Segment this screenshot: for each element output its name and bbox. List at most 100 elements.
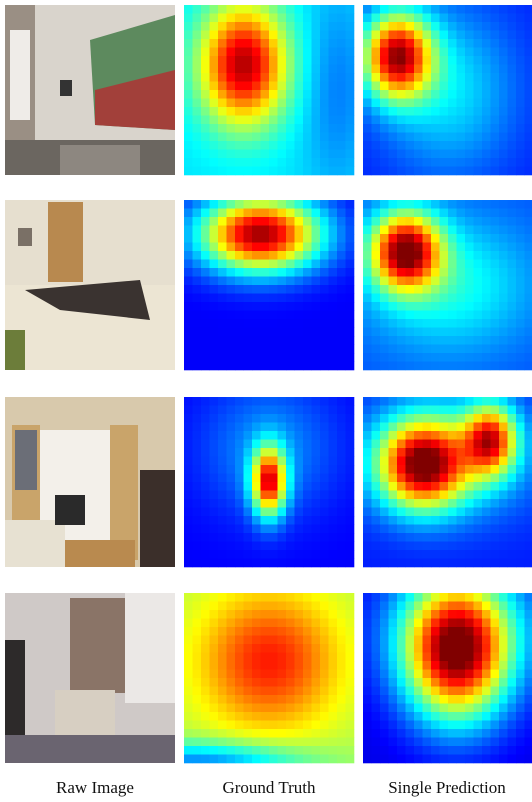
depth-cell [184, 448, 193, 457]
depth-cell [345, 285, 355, 294]
depth-cell [311, 473, 321, 483]
depth-cell [371, 627, 381, 636]
depth-cell [524, 319, 532, 328]
depth-cell [192, 465, 202, 474]
depth-cell [473, 107, 483, 116]
depth-cell [439, 327, 449, 337]
depth-cell [507, 327, 517, 337]
depth-cell [397, 81, 406, 91]
depth-cell [499, 285, 508, 294]
depth-cell [422, 754, 432, 764]
depth-cell [209, 737, 219, 747]
depth-cell [218, 729, 227, 738]
depth-cell [422, 695, 432, 704]
depth-cell [252, 268, 261, 277]
depth-cell [328, 166, 338, 176]
depth-cell [363, 158, 372, 167]
depth-cell [499, 397, 508, 406]
depth-cell [252, 276, 261, 286]
depth-cell [235, 533, 244, 542]
depth-cell [260, 149, 270, 159]
depth-cell [507, 541, 517, 551]
depth-cell [337, 397, 346, 406]
depth-cell [184, 669, 193, 679]
depth-cell [192, 166, 202, 176]
depth-cell [456, 678, 466, 687]
depth-cell [320, 541, 329, 551]
depth-cell [303, 64, 312, 74]
depth-cell [328, 302, 338, 311]
depth-cell [499, 158, 508, 167]
depth-cell [422, 482, 432, 491]
depth-cell [448, 652, 457, 662]
depth-cell [209, 746, 219, 755]
depth-cell [473, 746, 483, 755]
depth-cell [328, 259, 338, 269]
depth-cell [235, 208, 244, 218]
depth-cell [192, 30, 202, 40]
depth-cell [465, 90, 474, 99]
depth-cell [320, 344, 329, 354]
depth-cell [397, 115, 406, 125]
depth-cell [499, 507, 508, 517]
depth-cell [286, 107, 295, 116]
depth-cell [269, 64, 278, 74]
depth-cell [286, 405, 295, 415]
depth-cell [201, 644, 210, 653]
depth-cell [269, 242, 278, 252]
depth-cell [209, 652, 219, 662]
depth-cell [235, 115, 244, 125]
depth-cell [414, 422, 423, 432]
depth-cell [524, 158, 532, 167]
depth-cell [328, 268, 338, 277]
depth-cell [363, 405, 372, 415]
depth-cell [363, 703, 372, 713]
depth-cell [345, 268, 355, 277]
depth-cell [269, 669, 278, 679]
depth-cell [218, 22, 227, 31]
depth-cell [286, 703, 295, 713]
depth-cell [320, 285, 329, 294]
depth-cell [465, 516, 474, 525]
depth-cell [303, 5, 312, 14]
depth-cell [201, 678, 210, 687]
depth-cell [499, 166, 508, 176]
depth-cell [320, 661, 329, 670]
depth-cell [269, 541, 278, 551]
depth-cell [218, 516, 227, 525]
depth-cell [422, 39, 432, 48]
depth-cell [277, 448, 287, 457]
depth-cell [235, 13, 244, 23]
depth-cell [337, 558, 346, 568]
depth-cell [337, 729, 346, 738]
depth-cell [465, 507, 474, 517]
depth-cell [192, 661, 202, 670]
depth-cell [507, 499, 517, 508]
depth-cell [218, 361, 227, 371]
depth-cell [431, 166, 440, 176]
depth-cell [218, 73, 227, 82]
depth-cell [218, 644, 227, 653]
depth-cell [226, 465, 236, 474]
depth-cell [294, 550, 304, 559]
depth-cell [405, 319, 415, 328]
depth-cell [226, 259, 236, 269]
depth-cell [337, 200, 346, 209]
depth-cell [286, 166, 295, 176]
depth-cell [363, 259, 372, 269]
depth-cell [328, 431, 338, 440]
depth-cell [524, 397, 532, 406]
depth-cell [507, 39, 517, 48]
depth-cell [397, 353, 406, 362]
depth-cell [345, 593, 355, 602]
depth-cell [226, 293, 236, 303]
depth-cell [252, 166, 261, 176]
depth-cell [337, 242, 346, 252]
depth-cell [294, 361, 304, 371]
depth-cell [328, 13, 338, 23]
depth-cell [422, 550, 432, 559]
depth-cell [277, 746, 287, 755]
depth-cell [380, 482, 389, 491]
depth-cell [209, 251, 219, 260]
depth-cell [235, 268, 244, 277]
